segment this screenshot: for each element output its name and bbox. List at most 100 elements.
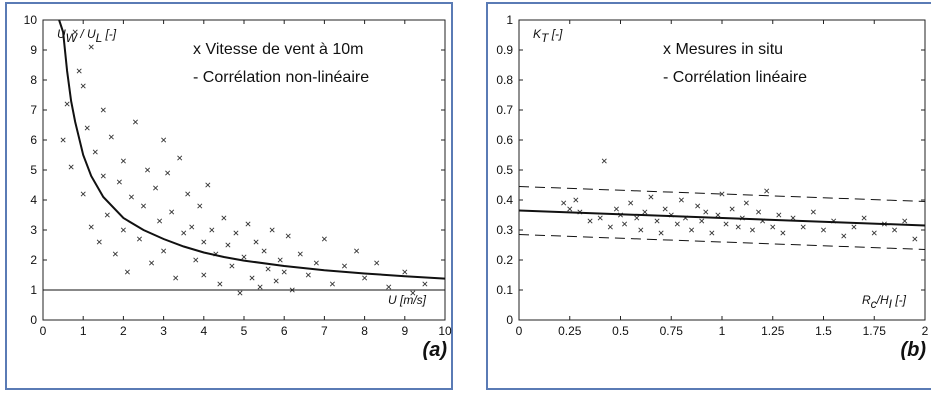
- data-point: [80, 83, 86, 89]
- data-point: [861, 215, 867, 221]
- data-point: [273, 278, 279, 284]
- data-point: [689, 227, 695, 233]
- data-point: [72, 29, 78, 35]
- data-point: [197, 203, 203, 209]
- data-point: [265, 266, 271, 272]
- data-point: [374, 260, 380, 266]
- data-point: [871, 230, 877, 236]
- data-point: [749, 227, 755, 233]
- data-point: [140, 203, 147, 209]
- data-point: [161, 137, 167, 143]
- y-tick-label: 0.3: [496, 223, 513, 237]
- x-tick-label: 4: [200, 324, 207, 338]
- data-point: [108, 134, 114, 140]
- data-point: [587, 218, 593, 224]
- data-point: [193, 257, 199, 263]
- data-point: [245, 221, 251, 227]
- data-point: [297, 251, 303, 257]
- data-point: [341, 263, 348, 269]
- data-point: [189, 224, 195, 230]
- y-tick-label: 9: [30, 43, 37, 57]
- data-point: [800, 224, 806, 230]
- data-point: [281, 269, 287, 275]
- data-point: [185, 191, 191, 197]
- y-axis-label: KT [-]: [533, 27, 563, 45]
- data-point: [634, 215, 640, 221]
- y-tick-label: 10: [24, 13, 38, 27]
- data-point: [709, 230, 715, 236]
- data-point: [662, 206, 668, 212]
- data-point: [285, 233, 291, 239]
- data-point: [88, 224, 94, 230]
- y-tick-label: 0.7: [496, 103, 513, 117]
- data-point: [68, 164, 74, 170]
- data-point: [756, 209, 762, 215]
- panel-tag: (b): [900, 339, 926, 361]
- y-tick-label: 4: [30, 193, 37, 207]
- legend: x Mesures in situ - Corrélation linéaire: [663, 41, 807, 86]
- data-point: [64, 101, 70, 107]
- data-point: [181, 230, 187, 236]
- confidence-band-line: [518, 234, 926, 250]
- data-point: [723, 221, 729, 227]
- data-point: [892, 227, 898, 233]
- data-point: [790, 215, 796, 221]
- confidence-band-line: [518, 186, 926, 202]
- data-point: [613, 206, 619, 212]
- x-tick-label: 1.5: [815, 324, 832, 338]
- data-point: [776, 212, 782, 218]
- data-point: [329, 281, 335, 287]
- data-point: [100, 107, 106, 113]
- data-point: [912, 236, 918, 242]
- y-tick-label: 0.1: [496, 283, 513, 297]
- y-tick-label: 0.2: [496, 253, 513, 267]
- data-point: [161, 248, 167, 254]
- x-tick-label: 3: [160, 324, 167, 338]
- x-tick-label: 2: [120, 324, 127, 338]
- data-point: [561, 200, 567, 206]
- y-tick-label: 1: [30, 283, 37, 297]
- plot-area: [518, 19, 926, 321]
- data-point: [601, 158, 607, 164]
- data-point: [209, 227, 215, 233]
- x-tick-label: 7: [321, 324, 328, 338]
- panel-a-plot: 0 1 2 3 4 5 6 7 8 9 10 0 1 2 3 4 5 6 7 8 9 10 x Vitesse de ven…: [24, 13, 452, 361]
- data-point: [221, 215, 227, 221]
- y-tick-label: 0.4: [496, 193, 513, 207]
- data-point: [173, 275, 179, 281]
- x-axis-label: Rc/HI [-]: [862, 293, 907, 311]
- data-point: [145, 167, 151, 173]
- x-tick-label: 5: [241, 324, 248, 338]
- data-point: [607, 224, 613, 230]
- panel-tag: (a): [423, 339, 448, 361]
- data-point: [165, 170, 171, 176]
- data-point: [269, 227, 275, 233]
- x-tick-label: 0: [40, 324, 47, 338]
- data-point: [96, 239, 102, 245]
- panel-b-frame: [486, 2, 931, 390]
- y-tick-label: 0: [506, 313, 513, 327]
- data-point: [386, 284, 392, 290]
- y-tick-label: 5: [30, 163, 37, 177]
- legend-item-line: - Corrélation linéaire: [663, 69, 807, 86]
- data-point: [132, 119, 138, 125]
- data-point: [124, 269, 130, 275]
- data-point: [237, 290, 243, 296]
- x-tick-label: 0.75: [660, 324, 684, 338]
- data-point: [410, 290, 416, 296]
- data-point: [573, 197, 579, 203]
- data-point: [112, 251, 118, 257]
- data-point: [201, 239, 207, 245]
- data-point: [229, 263, 235, 269]
- legend-item-scatter: x Mesures in situ: [663, 41, 783, 58]
- data-point: [116, 179, 122, 185]
- x-axis-label: U [m/s]: [388, 293, 427, 307]
- panel-a-frame: [5, 2, 453, 390]
- data-point: [80, 191, 86, 197]
- data-point: [253, 239, 259, 245]
- fit-line: [58, 19, 446, 280]
- y-tick-label: 0.9: [496, 43, 513, 57]
- data-point: [169, 209, 175, 215]
- data-point: [257, 284, 263, 290]
- data-point: [699, 218, 705, 224]
